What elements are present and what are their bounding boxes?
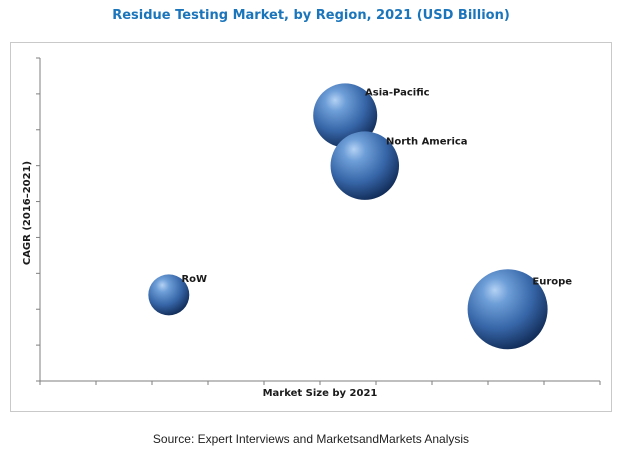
bubble-row bbox=[148, 274, 190, 316]
bubble-north-america bbox=[330, 131, 400, 200]
bubble-asia-pacific bbox=[313, 83, 378, 148]
bubble-label-europe: Europe bbox=[532, 276, 572, 287]
bubble-label-north-america: North America bbox=[386, 136, 468, 147]
x-axis-label: Market Size by 2021 bbox=[263, 388, 378, 399]
bubble-label-row: RoW bbox=[181, 274, 207, 285]
y-axis-label: CAGR (2016–2021) bbox=[22, 161, 33, 265]
bubble-label-asia-pacific: Asia-Pacific bbox=[365, 88, 430, 99]
chart-title: Residue Testing Market, by Region, 2021 … bbox=[112, 8, 510, 23]
bubble-europe bbox=[467, 269, 548, 350]
source-note: Source: Expert Interviews and Marketsand… bbox=[152, 432, 470, 446]
chart-frame bbox=[10, 42, 612, 412]
